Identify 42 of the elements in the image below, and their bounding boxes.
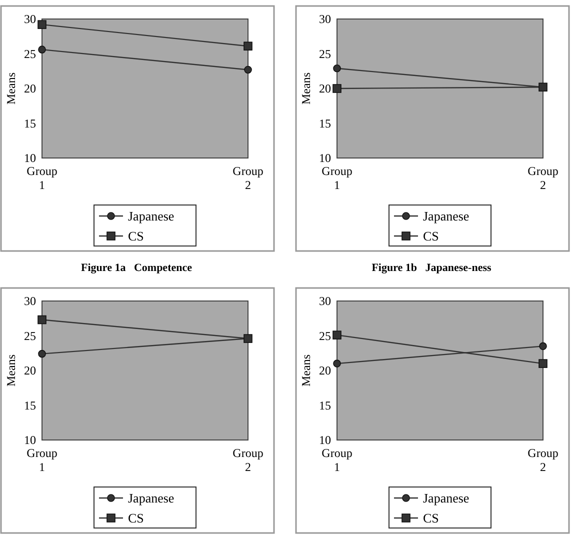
x-tick-label: Group 1 — [26, 164, 58, 192]
legend-label: Japanese — [128, 490, 174, 506]
y-axis-title: Means — [299, 72, 313, 104]
x-tick-label: Group 2 — [232, 164, 264, 192]
y-tick-label: 15 — [24, 116, 36, 130]
x-tick-label: Group 2 — [232, 446, 264, 474]
y-tick-label: 25 — [319, 46, 331, 61]
legend-label: CS — [128, 510, 144, 526]
y-tick-label: 15 — [319, 116, 331, 130]
y-axis-title: Means — [4, 354, 18, 386]
legend-label: Japanese — [128, 208, 174, 224]
legend-label: CS — [423, 228, 439, 244]
y-tick-label: 30 — [24, 12, 36, 26]
y-tick-label: 20 — [24, 364, 36, 378]
y-tick-label: 30 — [24, 294, 36, 308]
y-tick-label: 30 — [319, 294, 331, 308]
y-axis-title: Means — [4, 72, 18, 104]
y-tick-label: 15 — [319, 398, 331, 412]
x-tick-label: Group 2 — [528, 446, 558, 474]
x-tick-label: Group 1 — [322, 446, 352, 474]
y-tick-label: 10 — [319, 151, 331, 166]
y-tick-label: 30 — [319, 12, 331, 26]
y-tick-label: 25 — [24, 328, 36, 343]
text: Figure 1a Competence — [81, 262, 192, 274]
y-tick-label: 10 — [24, 433, 36, 448]
y-tick-label: 10 — [319, 433, 331, 448]
legend-label: CS — [128, 228, 144, 244]
y-tick-label: 10 — [24, 151, 36, 166]
legend-label: CS — [423, 510, 439, 526]
y-tick-label: 25 — [319, 328, 331, 343]
y-tick-label: 15 — [24, 398, 36, 412]
text: Figure 1b Japanese-ness — [372, 262, 492, 274]
legend-label: Japanese — [423, 208, 470, 224]
y-tick-label: 20 — [24, 82, 36, 96]
y-axis-title: Means — [299, 354, 313, 386]
x-tick-label: Group 2 — [528, 164, 558, 192]
legend-label: Japanese — [423, 490, 470, 506]
y-tick-label: 20 — [319, 82, 331, 96]
x-tick-label: Group 1 — [322, 164, 352, 192]
y-tick-label: 25 — [24, 46, 36, 61]
x-tick-label: Group 1 — [26, 446, 58, 474]
y-tick-label: 20 — [319, 364, 331, 378]
